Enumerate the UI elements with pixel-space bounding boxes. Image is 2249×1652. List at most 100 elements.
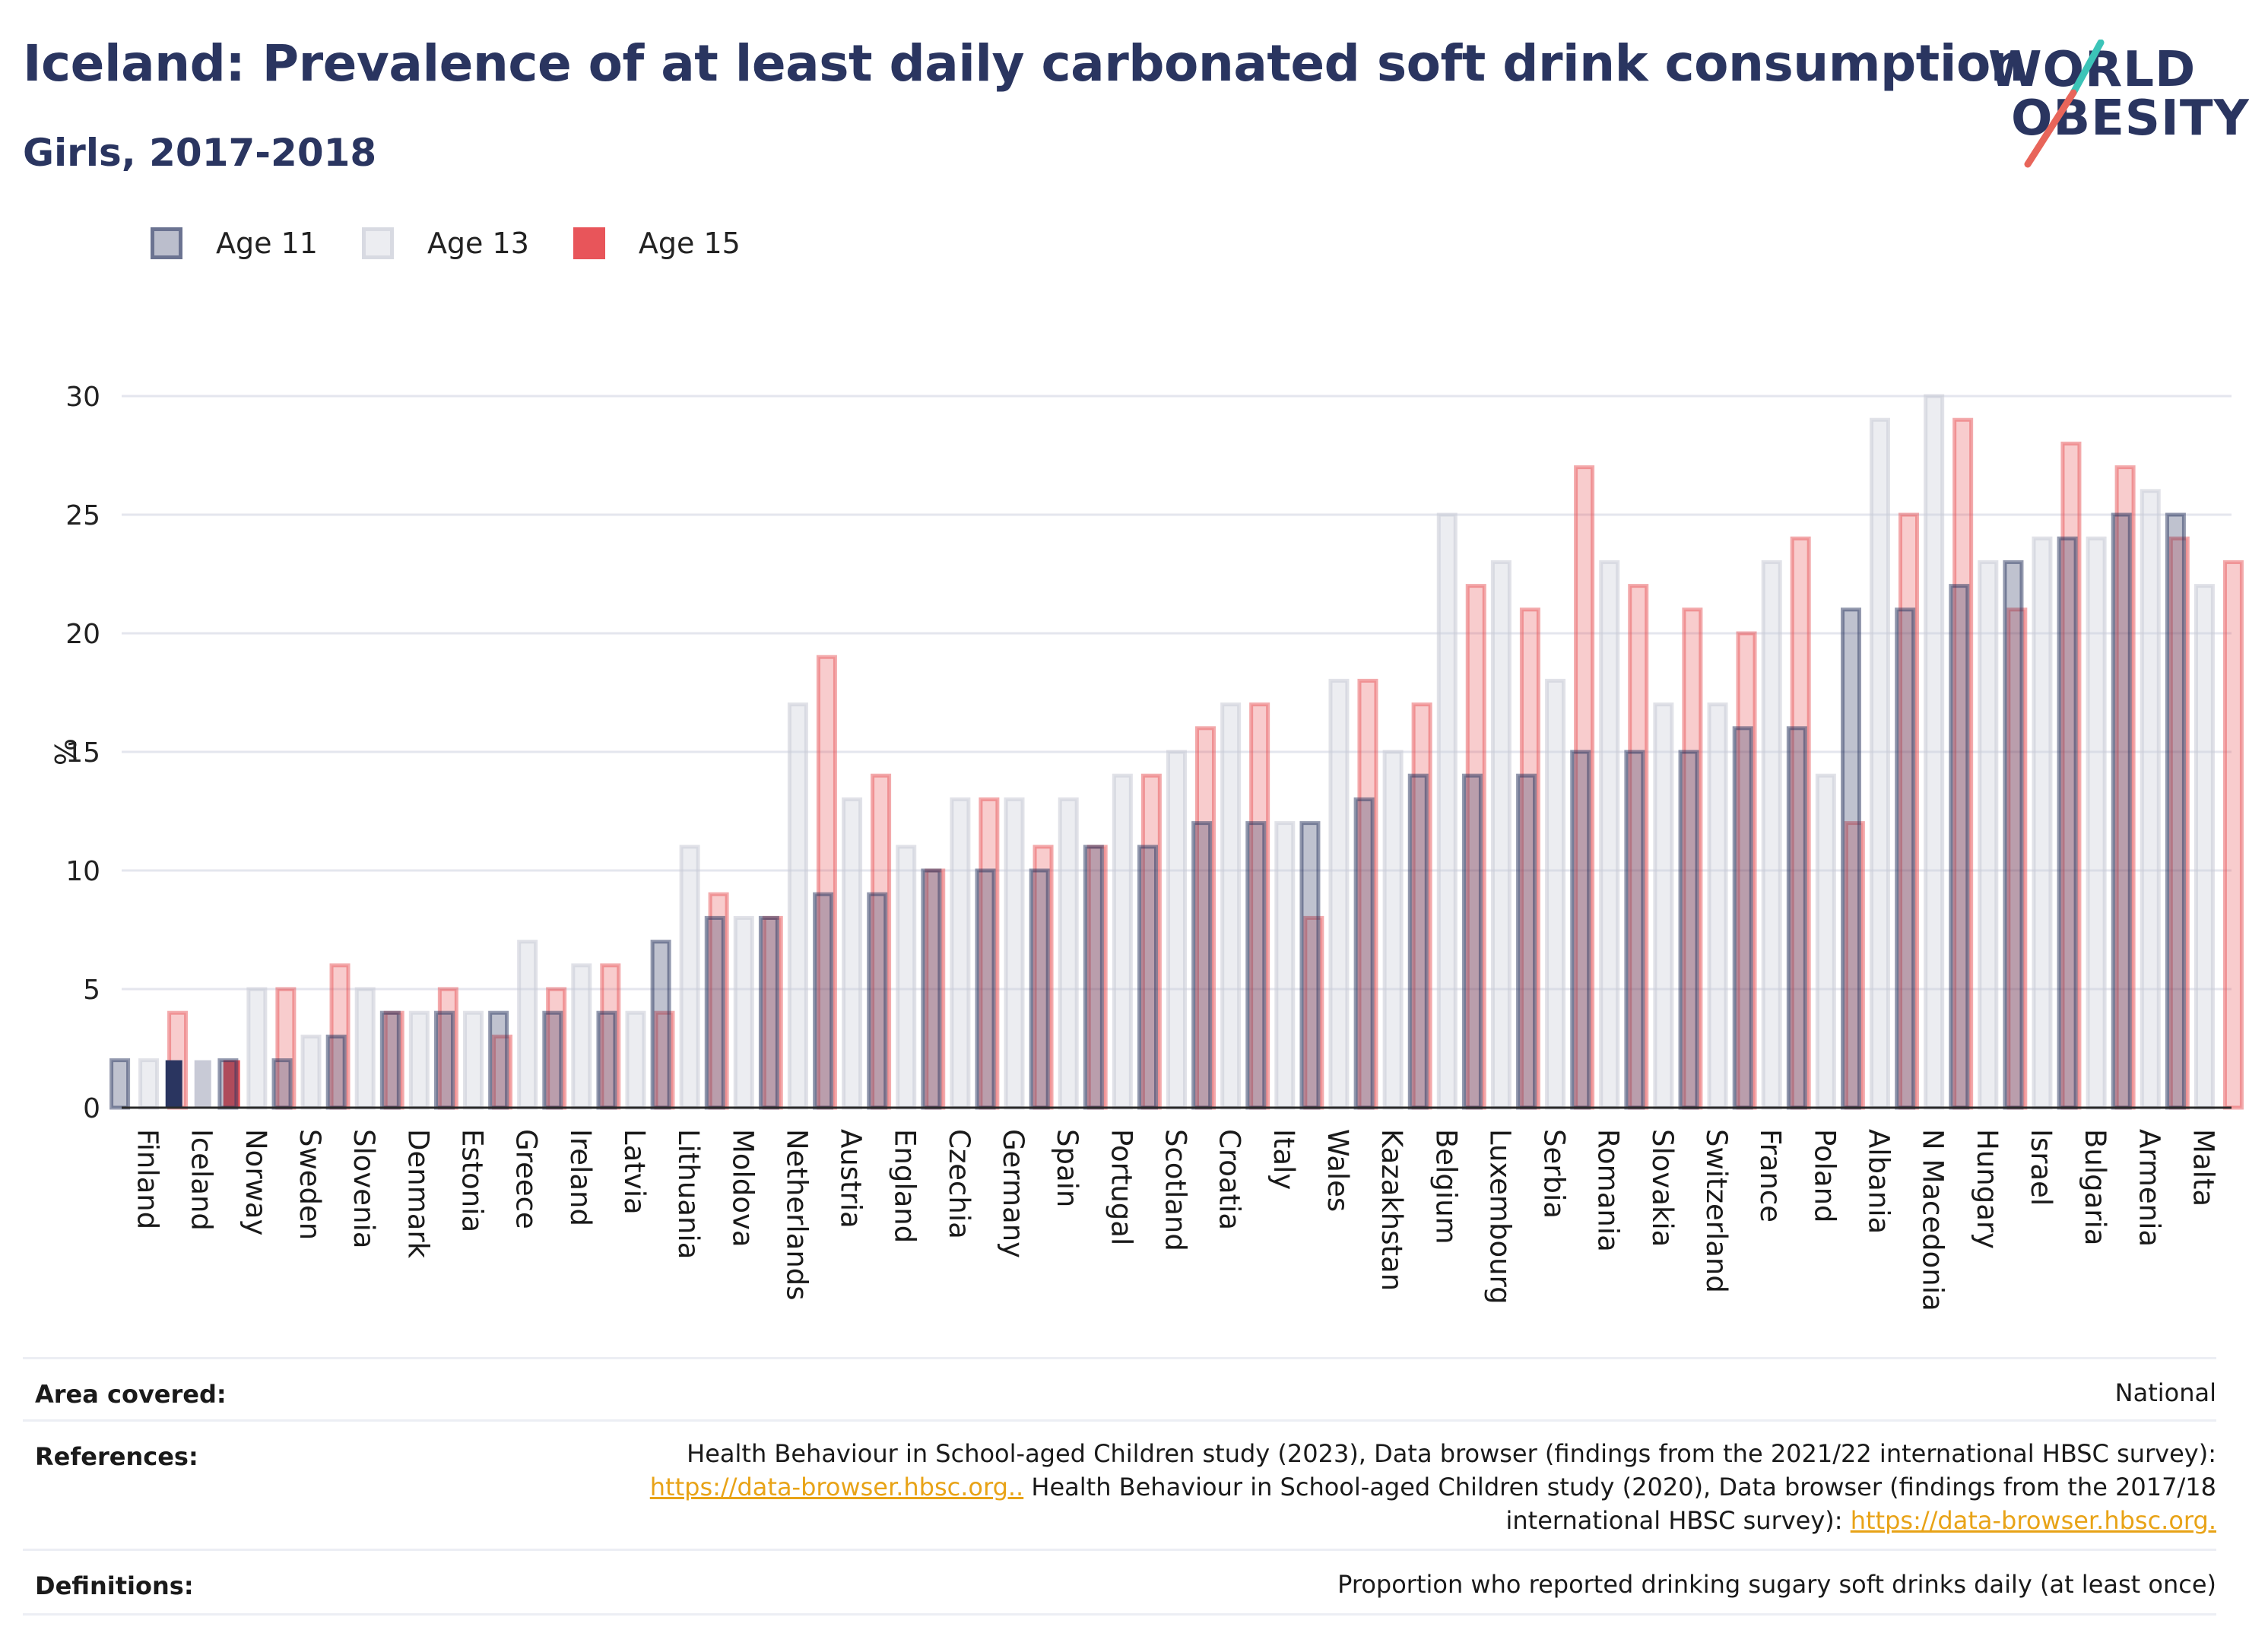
bar-age13[interactable] (138, 1058, 160, 1110)
bar-age11[interactable] (1029, 868, 1050, 1110)
bar-age11[interactable] (1949, 584, 1970, 1110)
bar-age11[interactable] (217, 1058, 239, 1110)
bar-age11[interactable] (271, 1058, 293, 1110)
bar-age11[interactable] (1570, 750, 1591, 1110)
bar-age11[interactable] (921, 868, 942, 1110)
bar-age11[interactable] (109, 1058, 131, 1110)
bar-age13[interactable] (1490, 560, 1511, 1110)
legend-swatch-age11 (151, 227, 182, 259)
bar-age11[interactable] (758, 915, 779, 1110)
bar-age11[interactable] (1245, 821, 1267, 1110)
bar-age13[interactable] (1978, 560, 1999, 1110)
bar-age11[interactable] (2165, 512, 2186, 1110)
bar-age13[interactable] (2086, 536, 2107, 1110)
bar-chart: 0 5 10 15 20 25 30% Finland Iceland Norway Sweden S… (48, 382, 2244, 1311)
legend-label-age13: Age 13 (427, 227, 529, 260)
bar-age11[interactable] (1895, 607, 1916, 1110)
bar-age13[interactable] (1274, 821, 1296, 1110)
legend-item-age13[interactable]: Age 13 (361, 227, 529, 260)
bar-age13[interactable] (408, 1010, 430, 1110)
bar-age11[interactable] (650, 940, 671, 1110)
y-tick-label: 10 (65, 856, 100, 887)
legend-item-age15[interactable]: Age 15 (573, 227, 741, 260)
bar-age13[interactable] (1653, 702, 1674, 1110)
legend-item-age11[interactable]: Age 11 (151, 227, 318, 260)
bar-age11[interactable] (488, 1010, 509, 1110)
bar-age11[interactable] (379, 1010, 401, 1110)
bar-age13[interactable] (1870, 417, 1890, 1110)
definitions-value: Proportion who reported drinking sugary … (1337, 1570, 2216, 1599)
bar-age11[interactable] (1461, 773, 1483, 1110)
bar-age11[interactable] (1624, 750, 1645, 1110)
y-tick-label: 15 (65, 737, 100, 769)
bar-age11[interactable] (1841, 607, 1861, 1110)
bar-age11[interactable] (1191, 821, 1213, 1110)
bar-age13[interactable] (1815, 773, 1836, 1110)
bar-age13[interactable] (1328, 678, 1350, 1110)
bar-age13[interactable] (1924, 394, 1945, 1110)
bar-age11[interactable] (2111, 512, 2132, 1110)
bar-age13[interactable] (1166, 750, 1187, 1110)
bar-age11[interactable] (867, 892, 888, 1110)
bar-age11[interactable] (704, 915, 725, 1110)
bar-age13[interactable] (733, 915, 754, 1110)
bar-age13[interactable] (1545, 678, 1566, 1110)
bar-age13[interactable] (1058, 797, 1079, 1110)
bar-age11[interactable] (542, 1010, 563, 1110)
bar-age11[interactable] (1083, 845, 1104, 1110)
references-line2-text: Health Behaviour in School-aged Children… (1023, 1473, 2216, 1501)
bar-age13[interactable] (354, 987, 376, 1110)
bar-age13[interactable] (679, 845, 700, 1110)
bar-age11[interactable] (165, 1060, 182, 1108)
bar-age11[interactable] (1732, 726, 1753, 1110)
bar-age13[interactable] (517, 940, 538, 1110)
bar-age11[interactable] (2003, 560, 2024, 1110)
bar-age13[interactable] (896, 845, 917, 1110)
bar-age11[interactable] (325, 1034, 347, 1110)
bar-age13[interactable] (1707, 702, 1728, 1110)
bar-age13[interactable] (787, 702, 808, 1110)
bar-age13[interactable] (2193, 584, 2215, 1110)
bar-age11[interactable] (1678, 750, 1699, 1110)
x-tick-label: Hungary (1971, 1129, 2003, 1249)
bar-age15[interactable] (2222, 560, 2244, 1110)
bar-age13[interactable] (1220, 702, 1242, 1110)
bar-age13[interactable] (1112, 773, 1133, 1110)
bar-age11[interactable] (2057, 536, 2078, 1110)
bar-age11[interactable] (1353, 797, 1375, 1110)
bar-age11[interactable] (1516, 773, 1537, 1110)
bar-age13[interactable] (194, 1060, 211, 1108)
bar-age11[interactable] (1299, 821, 1321, 1110)
bar-age11[interactable] (1407, 773, 1429, 1110)
bar-age13[interactable] (571, 963, 592, 1110)
meta-row-area: Area covered: National (23, 1357, 2216, 1422)
bar-age11[interactable] (1786, 726, 1807, 1110)
bar-age13[interactable] (1004, 797, 1025, 1110)
bar-age13[interactable] (1382, 750, 1404, 1110)
bar-age13[interactable] (625, 1010, 646, 1110)
bar-age13[interactable] (2032, 536, 2053, 1110)
x-tick-label: Portugal (1105, 1129, 1137, 1245)
bar-age13[interactable] (1599, 560, 1620, 1110)
bar-age13[interactable] (2140, 489, 2161, 1110)
bar-age11[interactable] (975, 868, 996, 1110)
bar-age11[interactable] (1137, 845, 1158, 1110)
bar-age13[interactable] (950, 797, 971, 1110)
bar-age11[interactable] (434, 1010, 455, 1110)
bar-age11[interactable] (596, 1010, 617, 1110)
bar-age13[interactable] (1436, 512, 1458, 1110)
reference-link-2[interactable]: https://data-browser.hbsc.org. (1850, 1506, 2216, 1535)
logo-slash-icon (2024, 40, 2105, 168)
y-tick-label: 30 (65, 382, 100, 413)
x-tick-label: Czechia (943, 1129, 975, 1239)
meta-row-definitions: Definitions: Proportion who reported dri… (23, 1549, 2216, 1616)
bar-age13[interactable] (246, 987, 268, 1110)
bar-age13[interactable] (1761, 560, 1782, 1110)
bar-age13[interactable] (300, 1034, 322, 1110)
y-tick-label: 20 (65, 619, 100, 650)
reference-link-1[interactable]: https://data-browser.hbsc.org.. (649, 1473, 1024, 1501)
bar-age11[interactable] (813, 892, 834, 1110)
bar-age13[interactable] (842, 797, 863, 1110)
bar-age13[interactable] (463, 1010, 484, 1110)
x-tick-label: Estonia (456, 1129, 489, 1232)
